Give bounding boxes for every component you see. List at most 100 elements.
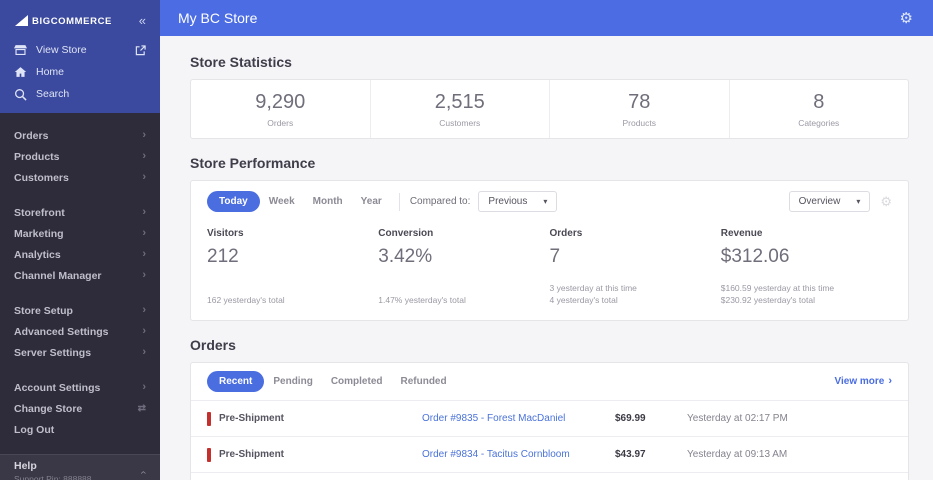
store-performance-heading: Store Performance [190, 155, 316, 171]
metric-visitors: Visitors 212 162 yesterday's total [207, 228, 378, 306]
sidebar-item-storefront[interactable]: Storefront [0, 202, 160, 223]
view-select-value: Overview [798, 196, 841, 207]
sidebar-nav: Orders Products Customers Storefront Mar… [0, 113, 160, 454]
sidebar-item-home[interactable]: Home [0, 61, 160, 83]
metric-subtext: 3 yesterday at this time [549, 283, 637, 293]
sidebar-item-account-settings[interactable]: Account Settings [0, 377, 160, 398]
sidebar-item-customers[interactable]: Customers [0, 167, 160, 188]
sidebar-group-account: Account Settings Change Store Log Out [0, 377, 160, 440]
external-link-icon [135, 44, 146, 55]
sidebar-item-server-settings[interactable]: Server Settings [0, 342, 160, 363]
chevron-right-icon [142, 305, 146, 316]
metric-label: Visitors [207, 228, 244, 239]
sidebar-item-advanced-settings[interactable]: Advanced Settings [0, 321, 160, 342]
orders-heading: Orders [190, 337, 236, 353]
sidebar-item-view-store[interactable]: View Store [0, 39, 160, 61]
order-status: Pre-Shipment [219, 413, 285, 424]
performance-settings-gear-icon[interactable] [880, 195, 892, 208]
sidebar-item-orders[interactable]: Orders [0, 125, 160, 146]
chevron-right-icon [142, 382, 146, 393]
order-time: Yesterday at 09:13 AM [687, 449, 788, 460]
sidebar-item-marketing[interactable]: Marketing [0, 223, 160, 244]
metric-value: $312.06 [720, 246, 790, 267]
metric-label: Conversion [378, 228, 434, 239]
tab-month[interactable]: Month [312, 196, 343, 207]
storefront-icon [14, 45, 27, 56]
order-status-cell: Pre-Shipment [207, 447, 422, 462]
sidebar-item-label: Account Settings [14, 381, 101, 394]
order-time: Yesterday at 02:17 PM [687, 413, 788, 424]
table-row: Pre-Shipment Order #9834 - Tacitus Cornb… [191, 437, 908, 473]
metric-revenue: Revenue $312.06 $160.59 yesterday at thi… [721, 228, 892, 306]
sidebar-item-store-setup[interactable]: Store Setup [0, 300, 160, 321]
search-icon [15, 88, 27, 101]
chevron-right-icon [142, 207, 146, 218]
stat-customers: 2,515 Customers [371, 80, 550, 138]
help-text: Help Support Pin: 888888 [14, 460, 92, 480]
compared-to-value: Previous [488, 196, 528, 207]
logo-row: BIGCOMMERCE [0, 0, 160, 39]
store-statistics-heading: Store Statistics [190, 54, 292, 70]
home-icon [14, 67, 27, 77]
status-color-bar [207, 447, 211, 462]
sidebar-item-analytics[interactable]: Analytics [0, 244, 160, 265]
performance-metrics: Visitors 212 162 yesterday's total Conve… [207, 228, 892, 306]
orders-card: Recent Pending Completed Refunded View m… [190, 362, 909, 480]
tab-recent[interactable]: Recent [207, 371, 265, 392]
collapse-sidebar-icon[interactable] [139, 14, 146, 27]
stat-label: Customers [439, 117, 481, 128]
sidebar-item-log-out[interactable]: Log Out [0, 419, 160, 440]
swap-icon [138, 404, 146, 414]
metric-subtext: 4 yesterday's total [549, 295, 618, 305]
tab-week[interactable]: Week [268, 196, 295, 207]
chevron-right-icon [142, 172, 146, 183]
stat-categories: 8 Categories [730, 80, 909, 138]
divider [398, 192, 400, 211]
sidebar-item-label: Analytics [14, 248, 61, 261]
sidebar-item-label: Log Out [14, 423, 55, 436]
main-area: My BC Store Store Statistics 9,290 Order… [160, 0, 933, 480]
order-amount: $69.99 [615, 413, 646, 424]
sidebar-item-label: Search [36, 88, 70, 100]
sidebar-item-search[interactable]: Search [0, 83, 160, 105]
settings-gear-icon[interactable] [900, 11, 913, 26]
help-section[interactable]: Help Support Pin: 888888 [0, 454, 160, 480]
sidebar-item-label: Advanced Settings [14, 325, 109, 338]
compared-to-label: Compared to: [409, 196, 471, 207]
tab-pending[interactable]: Pending [273, 376, 313, 387]
chevron-right-icon [142, 228, 146, 239]
sail-logo-icon [15, 15, 28, 26]
sidebar-item-label: Store Setup [14, 304, 73, 317]
sidebar-item-change-store[interactable]: Change Store [0, 398, 160, 419]
sidebar-item-channel-manager[interactable]: Channel Manager [0, 265, 160, 286]
view-more-link[interactable]: View more [834, 376, 892, 387]
order-status: Pre-Shipment [219, 449, 285, 460]
order-link[interactable]: Order #9835 - Forest MacDaniel [422, 413, 566, 424]
tab-today[interactable]: Today [207, 191, 260, 212]
tab-refunded[interactable]: Refunded [400, 376, 447, 387]
metric-subtext: 1.47% yesterday's total [378, 295, 466, 305]
tab-completed[interactable]: Completed [330, 376, 383, 387]
chevron-right-icon [888, 376, 892, 387]
content-area: Store Statistics 9,290 Orders 2,515 Cust… [160, 36, 933, 480]
sidebar-group-settings: Store Setup Advanced Settings Server Set… [0, 300, 160, 363]
table-row: Completed Order #9833 - Robert Robertson… [191, 473, 908, 480]
stat-label: Products [622, 117, 657, 128]
stat-value: 78 [628, 90, 651, 113]
sidebar-item-products[interactable]: Products [0, 146, 160, 167]
tab-year[interactable]: Year [360, 196, 382, 207]
sidebar-item-label: Marketing [14, 227, 64, 240]
order-link[interactable]: Order #9834 - Tacitus Cornbloom [422, 449, 570, 460]
metric-subtext: 162 yesterday's total [207, 295, 285, 305]
stat-products: 78 Products [550, 80, 730, 138]
metric-value: 3.42% [378, 246, 433, 267]
sidebar-item-label: Orders [14, 129, 49, 142]
sidebar-item-label: Server Settings [14, 346, 92, 359]
controls-right: Overview [788, 191, 892, 212]
metric-value: 7 [549, 246, 561, 267]
compared-to-select[interactable]: Previous [478, 191, 558, 212]
view-select[interactable]: Overview [788, 191, 871, 212]
sidebar-item-label: Change Store [14, 402, 83, 415]
chevron-right-icon [142, 347, 146, 358]
metric-conversion: Conversion 3.42% 1.47% yesterday's total [378, 228, 549, 306]
